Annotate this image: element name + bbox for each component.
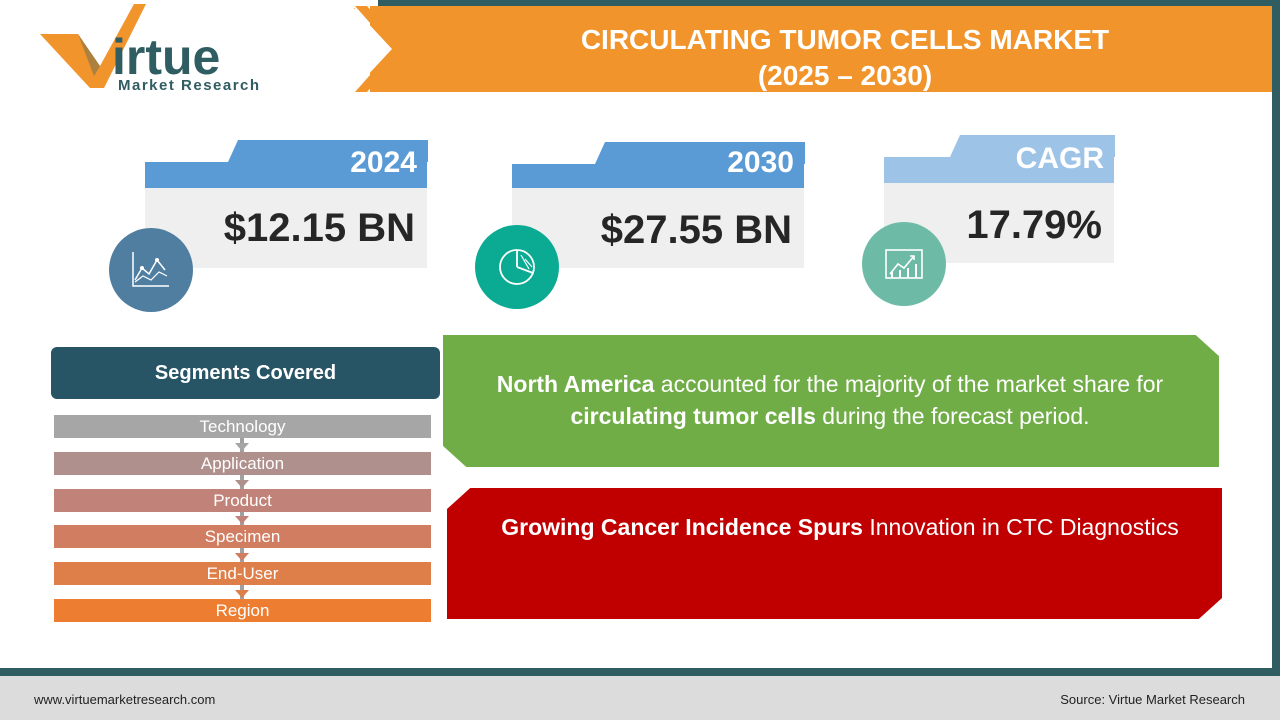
segment-arrow [235,553,249,561]
segment-technology: Technology [54,415,431,438]
stat-card-2030-header [512,164,804,188]
segments-connector [240,437,244,612]
right-edge-rule [1272,6,1280,668]
stat-card-2024-header [145,162,427,188]
stat-label-2030: 2030 [727,146,794,179]
header-top-rule [378,0,1280,6]
page-title: CIRCULATING TUMOR CELLS MARKET (2025 – 2… [420,22,1270,94]
header-banner [370,6,1272,92]
virtue-logo: irtue Market Research [40,4,261,94]
stat-label-cagr: CAGR [1015,142,1104,175]
logo-v-mark [40,4,146,88]
segment-product: Product [54,489,431,512]
footer-website-link[interactable]: www.virtuemarketresearch.com [34,692,216,707]
trend-box [447,488,1222,619]
stat-card-cagr-tab [950,135,1115,162]
insight-box [443,335,1219,467]
segment-arrow [235,516,249,524]
insight-text: North America accounted for the majority… [470,368,1190,432]
trend-bold: Growing Cancer Incidence Spurs [501,514,863,540]
line-chart-icon [109,228,193,312]
stat-label-2024: 2024 [350,146,417,179]
footer-bar [0,676,1280,720]
stat-value-2024: $12.15 BN [145,188,427,268]
insight-market: circulating tumor cells [570,403,816,429]
segment-arrow [235,443,249,451]
segment-end-user: End-User [54,562,431,585]
insight-text-part2: during the forecast period. [815,403,1090,429]
pie-chart-icon [475,225,559,309]
trend-text: Growing Cancer Incidence Spurs Innovatio… [460,512,1220,542]
footer-source: Source: Virtue Market Research [1060,692,1245,707]
stat-card-2024-tab [228,140,428,167]
insight-region: North America [496,371,655,397]
insight-text-part1: accounted for the majority of the market… [654,371,1164,397]
footer-rule [0,668,1280,676]
growth-chart-icon [862,222,946,306]
title-line-2: (2025 – 2030) [757,60,933,91]
header-chevron [355,6,405,92]
stat-card-cagr-header [884,157,1114,183]
segment-arrow [235,590,249,598]
segment-region: Region [54,599,431,622]
stat-value-2030: $27.55 BN [512,188,804,268]
title-line-1: CIRCULATING TUMOR CELLS MARKET [580,24,1110,55]
logo-tagline: Market Research [118,77,261,94]
segment-arrow [235,480,249,488]
segment-specimen: Specimen [54,525,431,548]
stat-card-2030-tab [595,142,805,169]
segments-header: Segments Covered [51,347,440,399]
segment-application: Application [54,452,431,475]
trend-rest: Innovation in CTC Diagnostics [862,514,1179,540]
logo-wordmark: irtue [112,29,220,85]
